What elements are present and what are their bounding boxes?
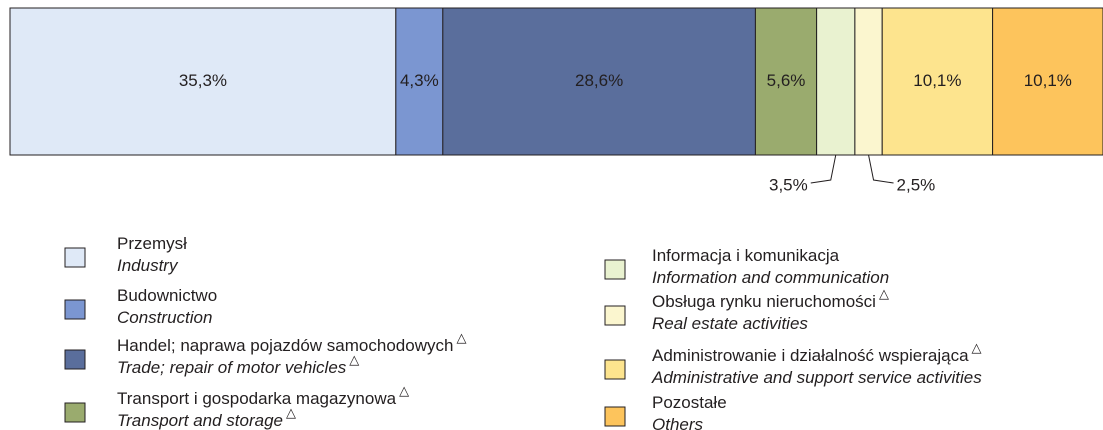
legend-label: Administrowanie i działalność wspierając… — [652, 340, 982, 365]
legend-item: Pozostałe Others — [604, 393, 727, 430]
legend-text: Handel; naprawa pojazdów samochodowych — [117, 336, 453, 355]
data-label: 2,5% — [897, 175, 936, 194]
legend-text: Construction — [117, 308, 212, 327]
bar-segment — [881, 7, 994, 156]
legend-text: Real estate activities — [652, 314, 808, 333]
legend-text: Information and communication — [652, 268, 889, 287]
legend-text: Obsługa rynku nieruchomości — [652, 292, 876, 311]
legend-label: Industry — [117, 256, 179, 275]
data-label: 35,3% — [179, 71, 227, 90]
legend-text: Administrative and support service activ… — [651, 368, 982, 387]
data-label: 4,3% — [400, 71, 439, 90]
legend-text: Transport and storage — [117, 411, 283, 430]
legend-item: Przemysł Industry — [64, 234, 187, 275]
legend-text: Transport i gospodarka magazynowa — [117, 389, 397, 408]
legend-label: Obsługa rynku nieruchomości △ — [652, 286, 889, 311]
legend-text: Trade; repair of motor vehicles — [117, 358, 347, 377]
legend-swatch — [604, 305, 626, 326]
legend-item: Budownictwo Construction — [64, 286, 217, 327]
footnote-mark: △ — [456, 330, 466, 345]
bar-segment — [395, 7, 444, 156]
bar-segment — [442, 7, 756, 156]
legend-swatch — [64, 299, 86, 320]
footnote-mark: △ — [286, 405, 296, 420]
legend-item: Obsługa rynku nieruchomości △ Real estate … — [604, 286, 889, 333]
legend-text: Budownictwo — [117, 286, 217, 305]
legend-label: Transport i gospodarka magazynowa △ — [117, 383, 409, 408]
legend-label: Administrative and support service activ… — [651, 368, 982, 387]
legend-item: Administrowanie i działalność wspierając… — [604, 340, 982, 387]
legend-label: Przemysł — [117, 234, 187, 253]
legend-label: Trade; repair of motor vehicles △ — [117, 352, 359, 377]
legend-label: Real estate activities — [652, 314, 808, 333]
bar-segment — [854, 7, 883, 156]
leader-line — [810, 154, 837, 184]
data-label: 3,5% — [769, 175, 808, 194]
legend-swatch — [604, 259, 626, 280]
footnote-mark: △ — [349, 352, 359, 367]
legend-swatch — [64, 402, 86, 423]
legend-text: Przemysł — [117, 234, 187, 253]
legend-swatch — [604, 406, 626, 427]
legend-swatch — [64, 349, 86, 370]
legend-text: Others — [652, 415, 704, 430]
legend-text: Informacja i komunikacja — [652, 246, 840, 265]
legend-swatch — [64, 247, 86, 268]
bar-segment — [992, 7, 1103, 156]
legend-text: Industry — [117, 256, 179, 275]
legend-item: Informacja i komunikacja Information and … — [604, 246, 889, 287]
legend-label: Budownictwo — [117, 286, 217, 305]
footnote-mark: △ — [879, 286, 889, 301]
bar-segment — [816, 7, 856, 156]
data-label: 5,6% — [767, 71, 806, 90]
data-label: 28,6% — [575, 71, 623, 90]
legend-item: Transport i gospodarka magazynowa △Transp… — [64, 383, 409, 430]
legend-label: Transport and storage △ — [117, 405, 296, 430]
data-label: 10,1% — [1024, 71, 1072, 90]
footnote-mark: △ — [399, 383, 409, 398]
legend-text: Pozostałe — [652, 393, 727, 412]
legend-label: Others — [652, 415, 704, 430]
data-label: 10,1% — [913, 71, 961, 90]
legend-text: Administrowanie i działalność wspierając… — [652, 346, 969, 365]
legend-swatch — [604, 359, 626, 380]
bar-segment — [9, 7, 397, 156]
legend-label: Construction — [117, 308, 212, 327]
bar-segment — [754, 7, 818, 156]
legend-label: Information and communication — [652, 268, 889, 287]
legend-item: Handel; naprawa pojazdów samochodowych △T… — [64, 330, 466, 377]
legend-label: Pozostałe — [652, 393, 727, 412]
leader-line — [868, 154, 894, 184]
legend-label: Handel; naprawa pojazdów samochodowych △ — [117, 330, 466, 355]
footnote-mark: △ — [972, 340, 982, 355]
legend-label: Informacja i komunikacja — [652, 246, 840, 265]
